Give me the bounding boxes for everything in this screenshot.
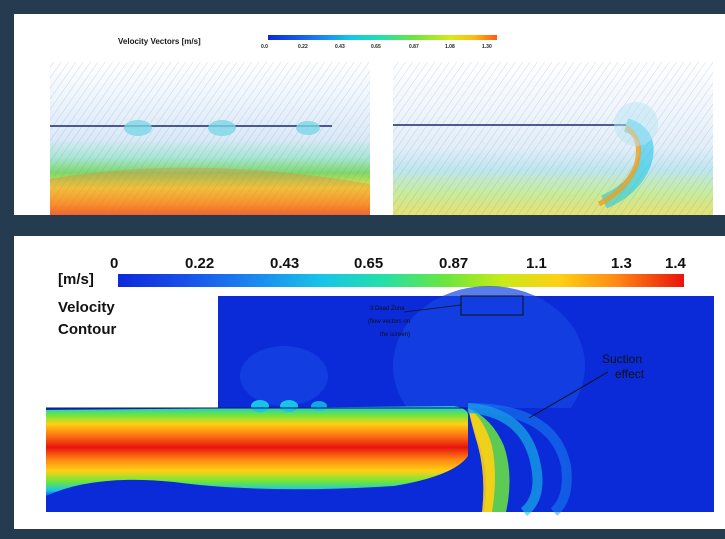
- contour-unit-label: [m/s]: [58, 271, 94, 288]
- vectors-scale-tick: 0.65: [371, 44, 381, 50]
- left-vector-field: [50, 62, 370, 215]
- contour-scale-tick: 0: [110, 255, 118, 272]
- contour-scale-tick: 0.87: [439, 255, 468, 272]
- dead-zone-annotation: 3 Dead Zone (flow vectors on the screen): [368, 295, 524, 338]
- vectors-scale-tick: 0.87: [409, 44, 419, 50]
- vectors-color-scale: 0.0 0.22 0.43 0.65 0.87 1.08 1.30: [261, 35, 497, 50]
- contour-scale-tick: 0.22: [185, 255, 214, 272]
- vectors-scale-tick: 1.30: [482, 44, 492, 50]
- velocity-contour-figure: [m/s] 0 0.22 0.43 0.65 0.87 1.1 1.3 1.4 …: [46, 255, 714, 516]
- velocity-vectors-panel: Velocity Vectors [m/s] 0.0 0.22 0.43 0.6…: [14, 14, 725, 215]
- vectors-scale-tick: 0.43: [335, 44, 345, 50]
- contour-color-scale: 0 0.22 0.43 0.65 0.87 1.1 1.3 1.4: [110, 255, 687, 287]
- suction-annotation: Suction effect: [528, 352, 645, 419]
- contour-scale-tick: 0.43: [270, 255, 299, 272]
- velocity-contour-panel: [m/s] 0 0.22 0.43 0.65 0.87 1.1 1.3 1.4 …: [14, 236, 725, 529]
- dead-zone-text: the screen): [380, 332, 410, 338]
- contour-scale-tick: 1.1: [526, 255, 547, 272]
- vectors-scale-tick: 0.22: [298, 44, 308, 50]
- vectors-scale-tick: 0.0: [261, 44, 268, 50]
- right-vector-field: [393, 62, 713, 215]
- contour-scale-tick: 1.3: [611, 255, 632, 272]
- contour-title-line2: Contour: [58, 321, 116, 338]
- vectors-title: Velocity Vectors [m/s]: [118, 37, 201, 46]
- contour-scale-tick: 0.65: [354, 255, 383, 272]
- suction-text: effect: [615, 367, 645, 381]
- dead-zone-text: (flow vectors on: [368, 319, 410, 325]
- suction-text: Suction: [602, 352, 642, 366]
- contour-title-line1: Velocity: [58, 299, 115, 316]
- contour-field: [46, 286, 714, 516]
- contour-scale-tick: 1.4: [665, 255, 687, 272]
- vectors-scale-tick: 1.08: [445, 44, 455, 50]
- velocity-vectors-figure: Velocity Vectors [m/s] 0.0 0.22 0.43 0.6…: [50, 35, 713, 215]
- dead-zone-text: 3 Dead Zone: [370, 306, 405, 312]
